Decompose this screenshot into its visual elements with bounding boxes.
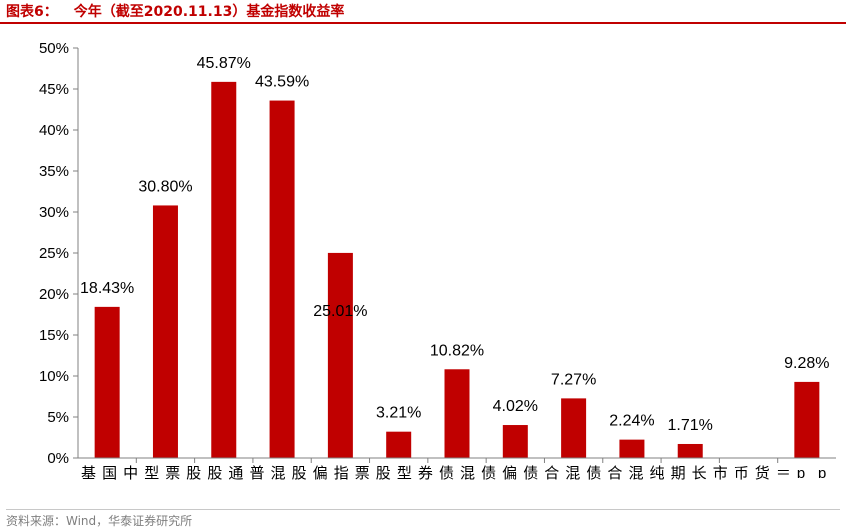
y-tick-label: 5% — [47, 409, 69, 426]
bar — [444, 369, 470, 458]
bars — [94, 81, 820, 458]
source-note: 资料来源：Wind，华泰证券研究所 — [6, 509, 840, 529]
y-tick-label: 35% — [39, 163, 69, 180]
figure-label: 图表6： — [6, 4, 58, 20]
data-label: 4.02% — [493, 398, 538, 415]
data-labels: 18.43% 30.80% 45.87%43.59% 25.01% 3.21% 10.82… — [80, 55, 830, 434]
y-tick-label: 10% — [39, 368, 69, 385]
data-label: 7.27% — [551, 371, 596, 388]
y-tick-label: 20% — [39, 286, 69, 303]
x-tick-label: 基国中型票股股通普混股偏指票股型券债混债偏债合混债合混纯期长市币货＝ ɒ ɒ — [81, 465, 826, 482]
bar — [269, 100, 295, 458]
data-label: 10.82% — [430, 342, 484, 359]
bar — [152, 205, 178, 458]
bar — [94, 306, 120, 458]
data-label: 3.21% — [376, 405, 421, 422]
data-label: 25.01% — [313, 303, 367, 320]
y-tick-label: 30% — [39, 204, 69, 221]
data-label: 30.80% — [138, 178, 192, 195]
y-axis: 0% 5% 10% 15% 20% 25% 30% 35% 40% 45% 50% — [39, 40, 79, 467]
y-tick-label: 15% — [39, 327, 69, 344]
bar — [794, 381, 820, 458]
figure-title-bar: 图表6： 今年（截至2020.11.13）基金指数收益率 — [0, 0, 846, 24]
bar — [619, 439, 645, 458]
y-tick-label: 40% — [39, 122, 69, 139]
y-tick-label: 0% — [47, 450, 69, 467]
bar — [327, 252, 353, 458]
data-label: 1.71% — [668, 417, 713, 434]
bar — [561, 398, 587, 458]
data-label: 9.28% — [784, 355, 829, 372]
bar — [502, 425, 528, 458]
y-tick-label: 25% — [39, 245, 69, 262]
y-tick-label: 50% — [39, 40, 69, 57]
data-label: 45.87% — [197, 55, 251, 72]
bar — [386, 431, 412, 458]
data-label: 2.24% — [609, 413, 654, 430]
bar — [677, 443, 703, 458]
x-axis: 基国中型票股股通普混股偏指票股型券债混债偏债合混债合混纯期长市币货＝ ɒ ɒ — [78, 457, 836, 482]
data-label: 18.43% — [80, 280, 134, 297]
bar-chart: 0% 5% 10% 15% 20% 25% 30% 35% 40% 45% 50% 18.43% 30… — [39, 40, 836, 482]
figure-title: 今年（截至2020.11.13）基金指数收益率 — [73, 4, 345, 20]
data-label: 43.59% — [255, 74, 309, 91]
y-tick-label: 45% — [39, 81, 69, 98]
bar — [211, 81, 237, 458]
